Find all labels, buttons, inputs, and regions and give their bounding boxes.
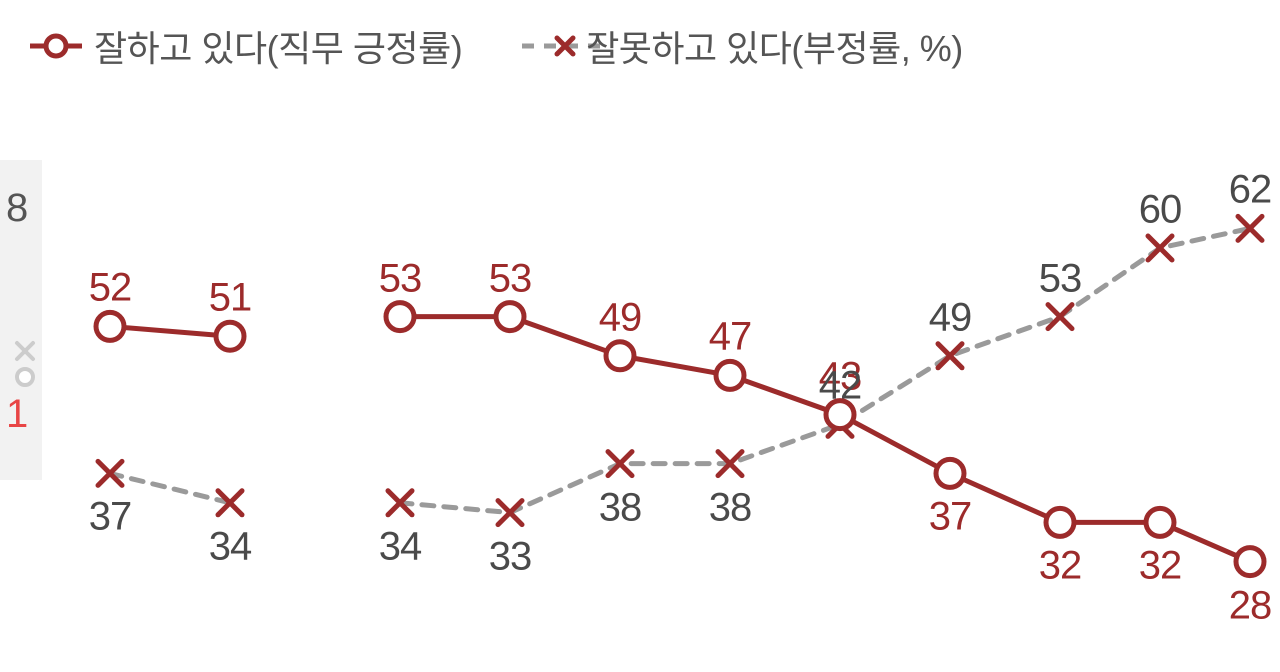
data-label-negative: 53 <box>1039 256 1082 301</box>
marker-x-negative <box>608 452 632 476</box>
marker-x-negative <box>1048 305 1072 329</box>
data-label-positive: 52 <box>89 266 132 311</box>
marker-circle-positive <box>96 312 124 340</box>
data-label-negative: 38 <box>599 485 642 530</box>
data-label-negative: 42 <box>819 364 862 409</box>
marker-circle-positive <box>386 303 414 331</box>
data-label-negative: 49 <box>929 295 972 340</box>
legend-label-negative: 잘못하고 있다(부정률, %) <box>586 20 963 72</box>
data-label-positive: 49 <box>599 295 642 340</box>
data-label-positive: 47 <box>709 315 752 360</box>
chart-svg <box>0 120 1280 672</box>
data-label-negative: 62 <box>1229 168 1272 213</box>
marker-circle-positive <box>1236 548 1264 576</box>
data-label-positive: 53 <box>379 256 422 301</box>
legend-item-positive: 잘하고 있다(직무 긍정률) <box>30 20 462 72</box>
data-label-positive: 32 <box>1139 544 1182 589</box>
marker-x-negative <box>1148 236 1172 260</box>
series-line-positive <box>110 326 230 336</box>
marker-circle-positive <box>936 459 964 487</box>
legend-swatch-positive <box>30 28 82 64</box>
legend: 잘하고 있다(직무 긍정률) 잘못하고 있다(부정률, %) <box>30 20 1250 72</box>
marker-x-negative <box>938 344 962 368</box>
data-label-negative: 34 <box>379 524 422 569</box>
data-label-negative: 34 <box>209 524 252 569</box>
data-label-positive: 32 <box>1039 544 1082 589</box>
chart-stage: 잘하고 있다(직무 긍정률) 잘못하고 있다(부정률, %) 8 1 5 <box>0 0 1280 672</box>
data-label-positive: 51 <box>209 276 252 321</box>
marker-circle-positive <box>216 322 244 350</box>
data-label-negative: 33 <box>489 534 532 579</box>
marker-circle-positive <box>716 361 744 389</box>
data-label-negative: 37 <box>89 495 132 540</box>
data-label-positive: 53 <box>489 256 532 301</box>
marker-circle-positive <box>1146 508 1174 536</box>
marker-circle-positive <box>496 303 524 331</box>
legend-label-positive: 잘하고 있다(직무 긍정률) <box>94 20 462 72</box>
legend-item-negative: 잘못하고 있다(부정률, %) <box>522 20 963 72</box>
data-label-negative: 38 <box>709 485 752 530</box>
legend-swatch-negative <box>522 28 574 64</box>
chart-area: 5251535349474337323228373434333838424953… <box>0 120 1280 672</box>
data-label-negative: 60 <box>1139 188 1182 233</box>
data-label-positive: 28 <box>1229 583 1272 628</box>
data-label-positive: 37 <box>929 495 972 540</box>
marker-circle-positive <box>1046 508 1074 536</box>
marker-circle-positive <box>606 342 634 370</box>
